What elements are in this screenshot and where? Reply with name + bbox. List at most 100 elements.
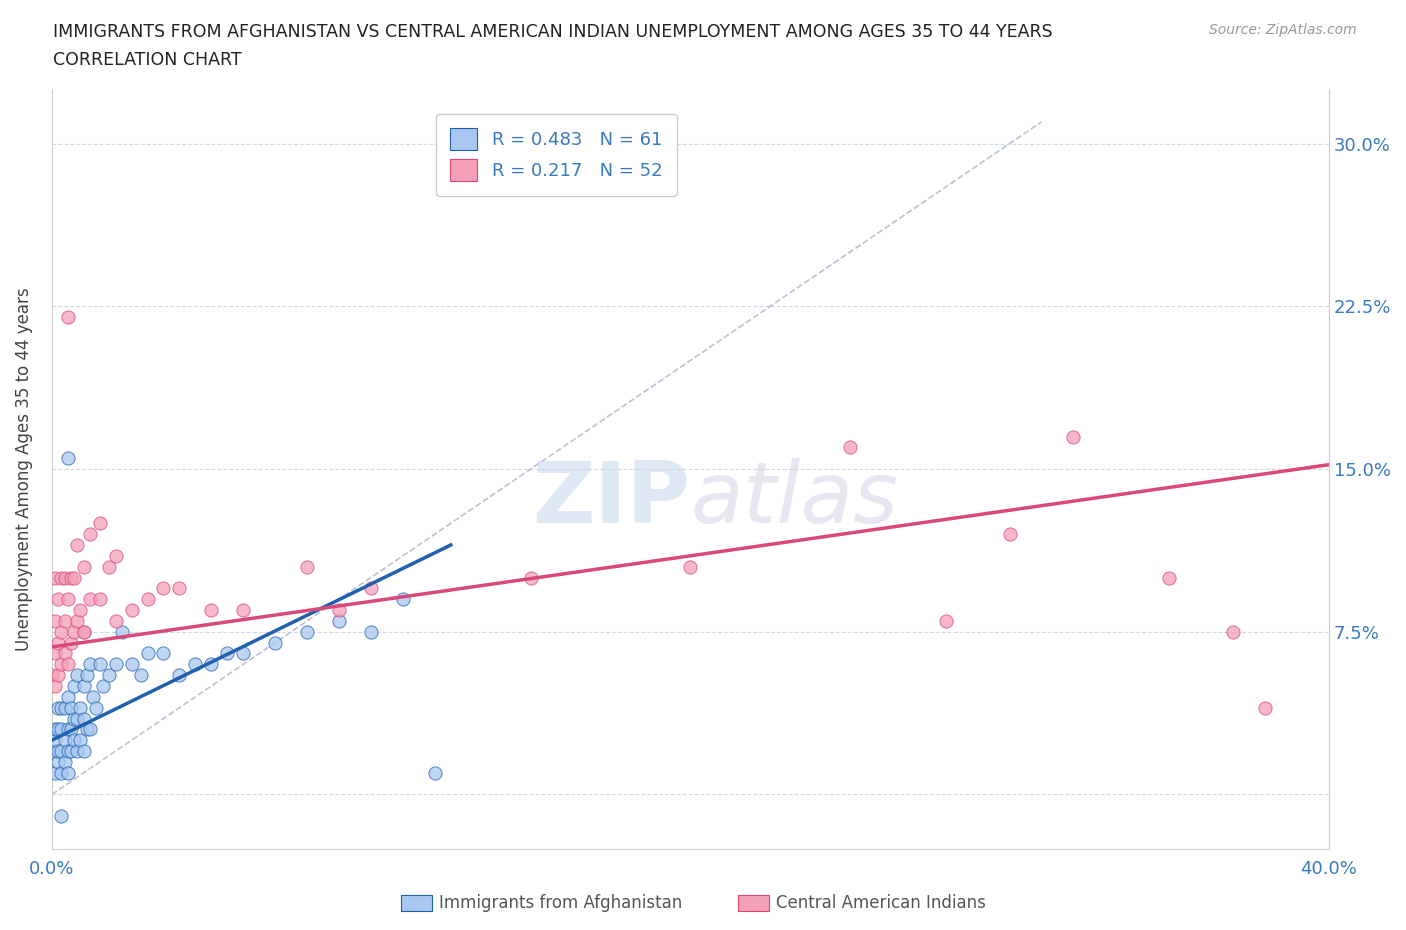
Point [51,700,73,715]
Point [217,646,239,661]
Point [104,549,127,564]
Point [328,614,350,629]
Point [44,722,66,737]
Point [56,765,79,780]
Point [59,570,82,585]
Point [51,624,73,639]
Point [56,591,79,606]
Point [98,559,121,574]
Point [46,744,69,759]
Text: CORRELATION CHART: CORRELATION CHART [53,51,242,69]
Point [63,711,86,726]
Point [53,570,76,585]
Point [69,700,91,715]
Point [76,722,98,737]
Point [44,733,66,748]
Legend: R = 0.483   N = 61, R = 0.217   N = 52: R = 0.483 N = 61, R = 0.217 N = 52 [436,113,676,195]
Point [73,559,96,574]
Point [79,722,101,737]
Point [169,668,191,683]
Point [136,591,159,606]
Point [838,440,860,455]
Text: atlas: atlas [690,458,898,541]
Point [98,668,121,683]
Point [51,809,73,824]
Text: IMMIGRANTS FROM AFGHANISTAN VS CENTRAL AMERICAN INDIAN UNEMPLOYMENT AMONG AGES 3: IMMIGRANTS FROM AFGHANISTAN VS CENTRAL A… [53,23,1053,41]
Point [104,657,127,671]
Point [51,765,73,780]
Point [295,559,318,574]
Point [63,679,86,694]
Point [66,614,89,629]
Point [79,591,101,606]
Point [46,754,69,769]
Point [200,603,222,618]
Point [59,744,82,759]
Point [232,646,254,661]
Point [73,744,96,759]
Point [59,722,82,737]
Point [328,603,350,618]
Point [129,668,152,683]
Point [51,722,73,737]
Point [232,603,254,618]
Point [89,591,111,606]
Point [46,722,69,737]
Point [392,591,415,606]
Text: ZIP: ZIP [533,458,690,541]
Point [264,635,287,650]
Point [76,668,98,683]
Point [295,624,318,639]
Point [121,603,143,618]
Point [152,646,174,661]
Point [41,744,63,759]
Point [59,635,82,650]
Point [360,581,382,596]
Point [519,570,541,585]
Point [51,657,73,671]
Point [56,722,79,737]
Point [69,733,91,748]
Point [44,646,66,661]
Text: Immigrants from Afghanistan: Immigrants from Afghanistan [439,894,682,912]
Point [44,765,66,780]
Point [41,668,63,683]
Point [184,657,207,671]
Point [73,679,96,694]
Point [56,657,79,671]
Point [63,733,86,748]
Point [89,516,111,531]
Point [79,657,101,671]
Point [136,646,159,661]
Point [44,570,66,585]
Point [121,657,143,671]
Point [111,624,134,639]
Point [998,526,1021,541]
Point [82,689,104,704]
Point [69,603,91,618]
Point [46,668,69,683]
Text: Central American Indians: Central American Indians [776,894,986,912]
Point [152,581,174,596]
Point [66,711,89,726]
Point [56,689,79,704]
Point [53,733,76,748]
Point [46,700,69,715]
Point [51,570,73,585]
Point [679,559,702,574]
Point [86,700,108,715]
Point [104,614,127,629]
Point [53,614,76,629]
Point [56,744,79,759]
Point [53,646,76,661]
Point [46,591,69,606]
Point [169,581,191,596]
Point [79,526,101,541]
Point [89,657,111,671]
Point [44,614,66,629]
Point [1062,429,1084,444]
Point [46,635,69,650]
Point [66,744,89,759]
Point [1222,624,1244,639]
Point [360,624,382,639]
